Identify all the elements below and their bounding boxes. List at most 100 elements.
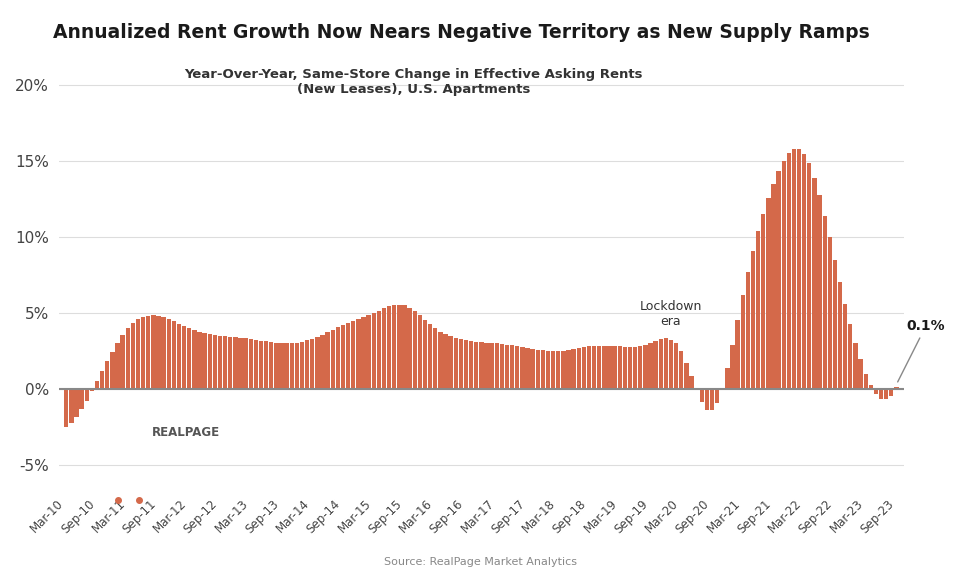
- Bar: [89, 389, 94, 391]
- Bar: [120, 335, 125, 389]
- Bar: [725, 368, 730, 389]
- Bar: [592, 346, 596, 389]
- Bar: [300, 342, 304, 389]
- Bar: [766, 198, 771, 389]
- Bar: [735, 320, 740, 389]
- Bar: [428, 324, 432, 389]
- Bar: [484, 343, 489, 389]
- Bar: [638, 346, 642, 389]
- Bar: [402, 306, 407, 389]
- Bar: [490, 343, 493, 389]
- Bar: [823, 215, 827, 389]
- Bar: [295, 343, 300, 389]
- Bar: [110, 352, 114, 389]
- Bar: [392, 305, 396, 389]
- Bar: [141, 317, 145, 389]
- Bar: [356, 319, 361, 389]
- Bar: [802, 153, 806, 389]
- Bar: [346, 323, 350, 389]
- Bar: [731, 345, 734, 389]
- Bar: [869, 385, 873, 389]
- Bar: [233, 337, 237, 389]
- Bar: [64, 389, 68, 427]
- Bar: [571, 349, 576, 389]
- Bar: [797, 149, 802, 389]
- Bar: [249, 339, 252, 389]
- Bar: [453, 338, 458, 389]
- Bar: [746, 272, 750, 389]
- Bar: [182, 326, 186, 389]
- Bar: [684, 362, 688, 389]
- Bar: [812, 178, 817, 389]
- Bar: [80, 389, 84, 409]
- Bar: [397, 304, 401, 389]
- Bar: [633, 346, 637, 389]
- Bar: [187, 328, 191, 389]
- Text: Year-Over-Year, Same-Store Change in Effective Asking Rents
(New Leases), U.S. A: Year-Over-Year, Same-Store Change in Eff…: [184, 68, 643, 96]
- Bar: [275, 343, 278, 389]
- Bar: [177, 324, 181, 389]
- Bar: [597, 346, 601, 389]
- Bar: [156, 316, 160, 389]
- Bar: [341, 325, 346, 389]
- Bar: [659, 339, 663, 389]
- Bar: [674, 344, 679, 389]
- Bar: [218, 336, 222, 389]
- Bar: [895, 387, 899, 389]
- Bar: [879, 389, 883, 399]
- Bar: [679, 351, 684, 389]
- Bar: [238, 338, 243, 389]
- Bar: [351, 321, 355, 389]
- Bar: [863, 374, 868, 389]
- Bar: [520, 347, 524, 389]
- Bar: [203, 333, 206, 389]
- Bar: [418, 315, 422, 389]
- Bar: [786, 153, 791, 389]
- Bar: [540, 350, 545, 389]
- Bar: [468, 341, 473, 389]
- Bar: [700, 389, 704, 402]
- Bar: [617, 346, 622, 389]
- Bar: [648, 344, 653, 389]
- Bar: [152, 315, 156, 389]
- Bar: [587, 346, 591, 389]
- Bar: [310, 339, 315, 389]
- Bar: [198, 332, 202, 389]
- Bar: [372, 313, 376, 389]
- Bar: [290, 343, 294, 389]
- Bar: [715, 389, 719, 403]
- Bar: [126, 328, 130, 389]
- Text: Source: RealPage Market Analytics: Source: RealPage Market Analytics: [383, 557, 577, 567]
- Bar: [115, 343, 120, 389]
- Bar: [777, 172, 780, 389]
- Bar: [643, 345, 647, 389]
- Bar: [69, 389, 74, 423]
- Bar: [663, 339, 668, 389]
- Bar: [474, 341, 478, 389]
- Bar: [136, 319, 140, 389]
- Bar: [279, 344, 284, 389]
- Bar: [889, 389, 894, 396]
- Bar: [223, 336, 228, 389]
- Bar: [510, 345, 515, 389]
- Bar: [376, 311, 381, 389]
- Bar: [213, 335, 217, 389]
- Bar: [284, 344, 289, 389]
- Bar: [321, 335, 324, 389]
- Text: Lockdown
era: Lockdown era: [639, 300, 702, 328]
- Bar: [756, 231, 760, 389]
- Bar: [884, 389, 888, 399]
- Bar: [100, 371, 105, 389]
- Bar: [325, 332, 330, 389]
- Bar: [551, 351, 555, 389]
- Bar: [479, 342, 484, 389]
- Bar: [628, 346, 632, 389]
- Bar: [172, 321, 176, 389]
- Bar: [848, 324, 852, 389]
- Bar: [505, 345, 509, 389]
- Bar: [330, 330, 335, 389]
- Bar: [494, 344, 499, 389]
- Bar: [828, 237, 832, 389]
- Bar: [269, 343, 274, 389]
- Bar: [499, 344, 504, 389]
